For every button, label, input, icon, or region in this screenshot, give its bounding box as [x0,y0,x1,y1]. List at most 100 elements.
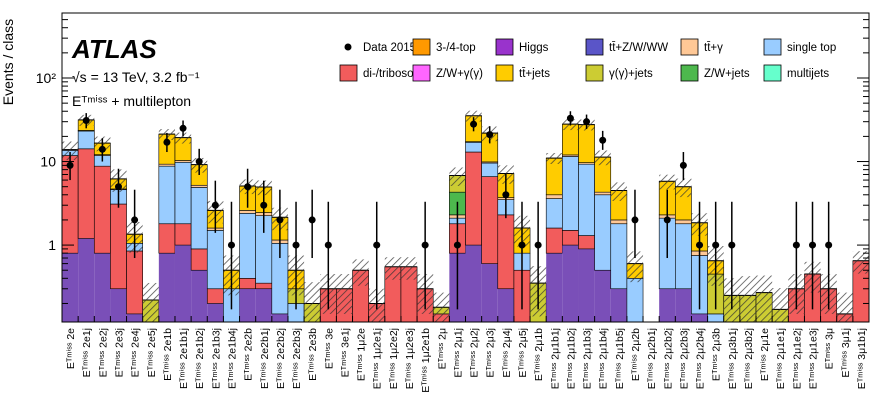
legend: Data 2015 3-/4-top Higgs tt̄+Z/W/WW tt̄+γ sin… [339,38,836,82]
bar-segment-other-27 [481,263,498,322]
legend-swatch-tt-jets [495,64,514,82]
x-tick-label: Eᵀᵐⁱˢˢ 2μ1e [759,328,771,381]
x-tick-label: Eᵀᵐⁱˢˢ 2μ1b3j [582,328,594,389]
legend-swatch-single-top [763,38,782,56]
legend-marker-data [344,43,352,51]
data-point-36 [631,216,639,224]
bar-segment-tt-39 [675,219,692,225]
data-point-20 [373,241,381,249]
bar-segment-single-top-26 [465,141,482,153]
bar-segment-di-triboson-33 [578,235,595,250]
x-tick-label: Eᵀᵐⁱˢˢ 2e2b2j [275,328,287,389]
data-point-3 [98,145,106,153]
uncertainty-band-26 [465,110,482,122]
data-point-40 [696,241,704,249]
bar-segment-tt-7 [158,163,176,167]
bar-segment-other-32 [562,245,579,322]
uncertainty-band-50 [852,251,869,274]
legend-swatch-jets [585,64,604,82]
data-point-42 [728,241,736,249]
bar-segment-other-14 [271,313,288,322]
x-tick-label: Eᵀᵐⁱˢˢ 2μ1j [452,328,464,378]
bar-segment-di-triboson-2 [77,148,95,239]
uncertainty-band-36 [626,251,644,283]
data-point-39 [679,161,687,169]
legend-swatch-di-triboson [339,64,358,82]
bar-segment-di-triboson-7 [158,223,176,254]
bar-segment-single-top-12 [239,213,256,279]
bar-segment-di-triboson-28 [497,214,515,290]
data-point-30 [534,241,542,249]
bar-segment-tt-35 [610,219,628,225]
data-point-34 [599,136,607,144]
y-tick-label: 10² [36,70,57,86]
x-tick-label: Eᵀᵐⁱˢˢ 2μ1b4j [598,328,610,389]
bar-segment-other-35 [610,288,627,322]
x-tick-label: Eᵀᵐⁱˢˢ 2μ5j [517,328,529,378]
x-tick-label: Eᵀᵐⁱˢˢ 3μ [824,328,836,369]
y-tick-label: 1 [48,237,56,253]
bar-segment-other-3 [94,253,111,322]
data-point-14 [276,216,284,224]
data-point-12 [244,183,252,191]
bar-segment-di-triboson-27 [481,176,499,264]
legend-swatch-3-4-top [412,38,431,56]
data-point-25 [453,241,461,249]
bar-segment-single-top-7 [158,165,176,225]
x-tick-label: Eᵀᵐⁱˢˢ 2e2b [243,328,255,381]
data-point-9 [195,158,203,166]
data-point-11 [227,241,235,249]
x-tick-label: Eᵀᵐⁱˢˢ 2μ2b3j [678,328,690,389]
bar-segment-other-33 [578,248,595,322]
legend-swatch-multijets [763,64,782,82]
data-point-15 [292,241,300,249]
uncertainty-band-39 [675,178,692,198]
uncertainty-band-43 [739,276,757,322]
x-tick-label: Eᵀᵐⁱˢˢ 2e1b1j [178,328,190,389]
data-point-1 [66,161,74,169]
bar-segment-tt-34 [594,191,612,196]
bar-segment-di-triboson-4 [110,203,127,290]
x-tick-label: Eᵀᵐⁱˢˢ 2e1j [81,328,93,377]
bar-segment-single-top-41 [707,313,725,323]
bar-segment-other-39 [675,288,692,322]
x-tick-label: Eᵀᵐⁱˢˢ 2e4j [130,328,142,377]
bar-segment-other-38 [659,288,676,322]
x-tick-label: Eᵀᵐⁱˢˢ 2μ1e2j [791,328,803,389]
uncertainty-band-6 [142,282,159,322]
data-point-32 [566,114,574,122]
x-tick-label: Eᵀᵐⁱˢˢ 2μ2b2j [662,328,674,389]
bar-segment-other-34 [594,270,611,322]
x-tick-label: Eᵀᵐⁱˢˢ 2μ2b [630,328,642,381]
bar-segment-di-triboson-8 [174,223,192,246]
data-point-41 [712,241,720,249]
x-tick-label: Eᵀᵐⁱˢˢ 2e1b2j [194,328,206,389]
x-tick-label: Eᵀᵐⁱˢˢ 2μ2b1j [646,328,658,389]
x-tick-label: Eᵀᵐⁱˢˢ 1μ2e [356,328,368,381]
data-point-4 [114,183,122,191]
bar-segment-tt-9 [190,184,208,188]
bar-segment-single-top-27 [481,162,499,177]
y-axis-label: Events / class [0,19,16,105]
x-axis: Eᵀᵐⁱˢˢ 2e Eᵀᵐⁱˢˢ 2e1j Eᵀᵐⁱˢˢ 2e2j Eᵀᵐⁱˢˢ 2e… [61,316,868,393]
legend-swatch-z-w-jets [680,64,699,82]
bar-segment-single-top-8 [174,161,192,225]
x-tick-label: Eᵀᵐⁱˢˢ 2e3b [307,328,319,381]
uncertainty-band-24 [433,292,450,322]
bar-segment-single-top-10 [206,230,224,290]
data-points [66,111,833,310]
bar-segment-other-10 [207,303,224,322]
bar-segment-other-8 [174,245,192,322]
data-point-10 [211,201,219,209]
x-tick-label: Eᵀᵐⁱˢˢ 2e1b4j [226,328,238,389]
uncertainty-band-45 [772,288,789,322]
data-point-33 [583,118,591,126]
x-tick-label: Eᵀᵐⁱˢˢ 2e5j [146,328,158,377]
y-axis: 1 10 10² [36,12,869,304]
bar-segment-other-12 [239,288,256,322]
legend-label-data-2015: Data 2015 [363,42,416,54]
data-point-28 [502,191,510,199]
bar-segment-di-triboson-9 [190,248,208,271]
legend-label-z-w: Z/W+γ(γ) [436,68,483,80]
